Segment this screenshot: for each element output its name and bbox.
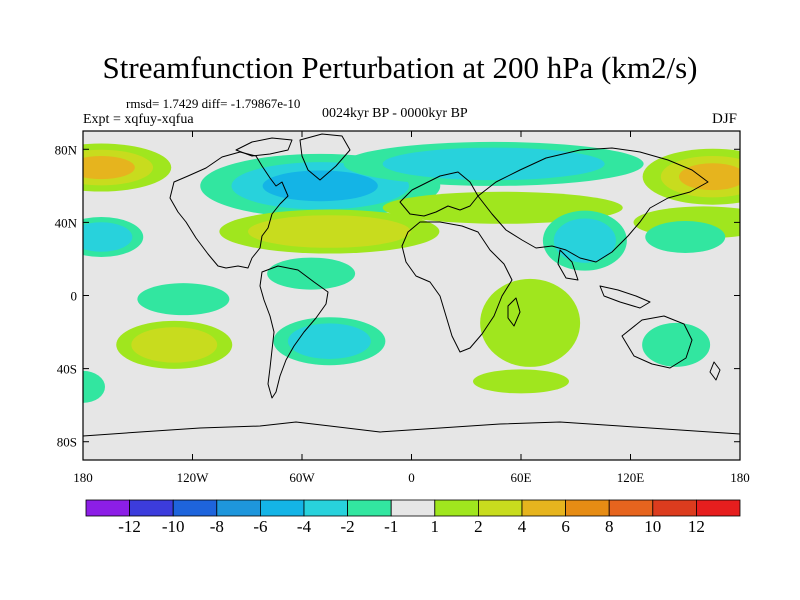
colorbar-swatch — [652, 499, 697, 517]
south-america-coast — [259, 265, 329, 399]
x-tick-label: 120W — [177, 470, 210, 485]
season-label: DJF — [712, 111, 738, 127]
anomaly-eurasia-arctic-low-level-2 — [382, 147, 605, 181]
colorbar-swatch — [85, 499, 130, 517]
colorbar-swatch — [521, 499, 566, 517]
africa-coast — [401, 221, 513, 353]
colorbar-swatch — [434, 499, 479, 517]
colorbar-label: 1 — [431, 517, 440, 536]
colorbar-label: -1 — [384, 517, 398, 536]
anomaly-africa-high-level-1 — [480, 278, 581, 367]
colorbar-label: 8 — [605, 517, 614, 536]
colorbar-swatch — [608, 499, 654, 517]
anomaly-east-pacific-tropical-low-level-1 — [137, 283, 230, 316]
colorbar-swatch — [259, 499, 305, 517]
colorbar-label: 12 — [688, 517, 705, 536]
anomaly-southern-pacific-low-level-1 — [83, 370, 105, 403]
colorbar-swatch — [565, 499, 610, 517]
map-axes: 180 120W 60W 0 60E 120E 180 80N 40N 0 40S 80S — [55, 131, 750, 485]
colorbar-label: -6 — [253, 517, 267, 536]
anomaly-south-pacific-high-level-2 — [131, 327, 218, 363]
asia-coast — [477, 147, 709, 263]
europe-coast — [399, 171, 479, 217]
anomaly-tibet-low-level-2 — [553, 218, 616, 263]
colorbar-label: -8 — [210, 517, 224, 536]
experiment-label: Expt = xqfuy-xqfua — [83, 112, 194, 127]
colorbar-swatch — [129, 499, 174, 517]
australia-coast — [621, 315, 693, 369]
rmsd-diff-stats: rmsd= 1.7429 diff= -1.79867e-10 — [126, 96, 301, 111]
madagascar-coast — [507, 297, 521, 327]
x-tick-label: 60W — [289, 470, 315, 485]
colorbar-swatch — [390, 499, 436, 517]
anomaly-east-asia-arctic-high-level-3 — [679, 163, 740, 191]
colorbar-swatch — [216, 499, 261, 517]
anomaly-south-america-low-level-2 — [287, 323, 371, 359]
x-tick-label: 180 — [73, 470, 93, 485]
y-tick-label: 40S — [57, 362, 77, 377]
greenland-coast — [299, 133, 351, 181]
colorbar-label: 4 — [518, 517, 527, 536]
anomaly-east-pacific-low-level-2 — [83, 222, 133, 252]
y-tick-label: 40N — [55, 215, 78, 230]
colorbar-label: 10 — [644, 517, 661, 536]
antarctica-coast — [83, 421, 740, 437]
colorbar-label: -12 — [118, 517, 141, 536]
anomaly-west-pacific-low-level-1 — [645, 221, 726, 254]
page-title: Streamfunction Perturbation at 200 hPa (… — [102, 50, 698, 85]
colorbar-swatch — [303, 499, 348, 517]
colorbar-label: -2 — [341, 517, 355, 536]
x-tick-label: 180 — [730, 470, 750, 485]
colorbar-swatch — [696, 499, 741, 517]
anomaly-tropical-atlantic-low-level-1 — [267, 257, 356, 290]
time-period-label: 0024kyr BP - 0000kyr BP — [322, 106, 468, 121]
colorbar-swatch — [477, 499, 523, 517]
colorbar: -12 -10 -8 -6 -4 -2 -1 1 2 4 6 8 10 12 — [85, 499, 741, 536]
arctic-islands-coast — [235, 137, 293, 157]
anomaly-australia-low-level-1 — [642, 322, 711, 367]
colorbar-swatch — [347, 499, 392, 517]
anomaly-fields — [83, 141, 740, 403]
new-zealand-coast — [709, 361, 721, 381]
india-coast — [557, 249, 579, 281]
colorbar-label: 6 — [561, 517, 570, 536]
y-tick-label: 80S — [57, 435, 77, 450]
colorbar-label: -4 — [297, 517, 312, 536]
anomaly-north-atlantic-low-level-3 — [262, 170, 378, 202]
colorbar-label: 2 — [474, 517, 483, 536]
x-tick-label: 120E — [617, 470, 645, 485]
colorbar-label: -10 — [162, 517, 185, 536]
indonesia-coast — [599, 285, 651, 309]
coastlines — [83, 133, 740, 437]
y-tick-label: 0 — [71, 289, 78, 304]
anomaly-north-pacific-high-level-3 — [83, 156, 135, 180]
y-tick-label: 80N — [55, 142, 78, 157]
x-tick-label: 60E — [511, 470, 532, 485]
anomaly-subtropical-atlantic-high-level-2 — [247, 215, 411, 248]
colorbar-swatch — [172, 499, 218, 517]
anomaly-southern-ocean-high-level-1 — [473, 369, 569, 394]
x-tick-label: 0 — [408, 470, 415, 485]
